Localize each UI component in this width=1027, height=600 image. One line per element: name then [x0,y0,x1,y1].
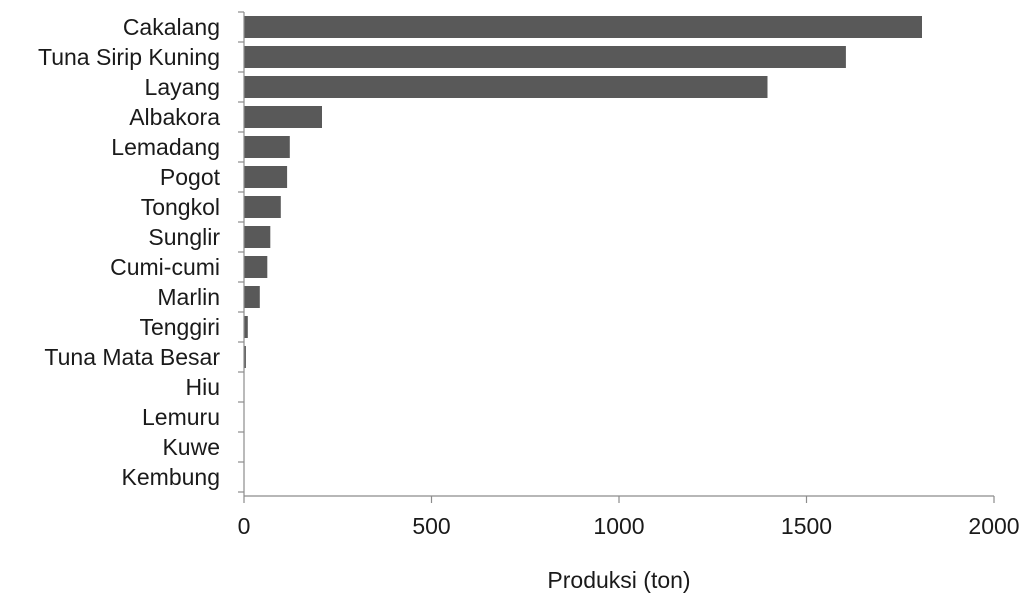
category-label-kembung: Kembung [122,464,220,490]
category-label-tenggiri: Tenggiri [139,314,220,340]
category-label-cakalang: Cakalang [123,14,220,40]
x-tick-label-0: 0 [238,513,251,539]
category-label-pogot: Pogot [160,164,221,190]
category-label-cumi-cumi: Cumi-cumi [110,254,220,280]
x-tick-label-2000: 2000 [968,513,1019,539]
category-label-layang: Layang [145,74,220,100]
category-label-albakora: Albakora [129,104,220,130]
bar-cakalang [244,16,922,38]
bar-lemadang [244,136,290,158]
category-label-tuna-sirip-kuning: Tuna Sirip Kuning [38,44,220,70]
bar-tuna-sirip-kuning [244,46,846,68]
x-tick-label-1000: 1000 [593,513,644,539]
bars-group [244,16,922,488]
bar-tenggiri [244,316,248,338]
x-tick-label-1500: 1500 [781,513,832,539]
bar-cumi-cumi [244,256,268,278]
axes-group [238,11,995,503]
category-label-tongkol: Tongkol [141,194,220,220]
bar-tongkol [244,196,281,218]
bar-pogot [244,166,288,188]
category-label-kuwe: Kuwe [162,434,220,460]
category-label-marlin: Marlin [157,284,220,310]
bar-tuna-mata-besar [244,346,246,368]
category-label-sunglir: Sunglir [148,224,220,250]
category-label-hiu: Hiu [185,374,220,400]
category-labels-group: Cakalang Tuna Sirip Kuning Layang Albakora L… [38,14,221,490]
x-tick-label-500: 500 [412,513,450,539]
bar-layang [244,76,768,98]
x-axis-title: Produksi (ton) [547,567,690,593]
bar-marlin [244,286,260,308]
bar-albakora [244,106,322,128]
bar-sunglir [244,226,271,248]
category-label-lemadang: Lemadang [111,134,220,160]
category-label-tuna-mata-besar: Tuna Mata Besar [44,344,220,370]
category-label-lemuru: Lemuru [142,404,220,430]
x-tick-labels-group: 0 500 1000 1500 2000 [238,513,1020,539]
